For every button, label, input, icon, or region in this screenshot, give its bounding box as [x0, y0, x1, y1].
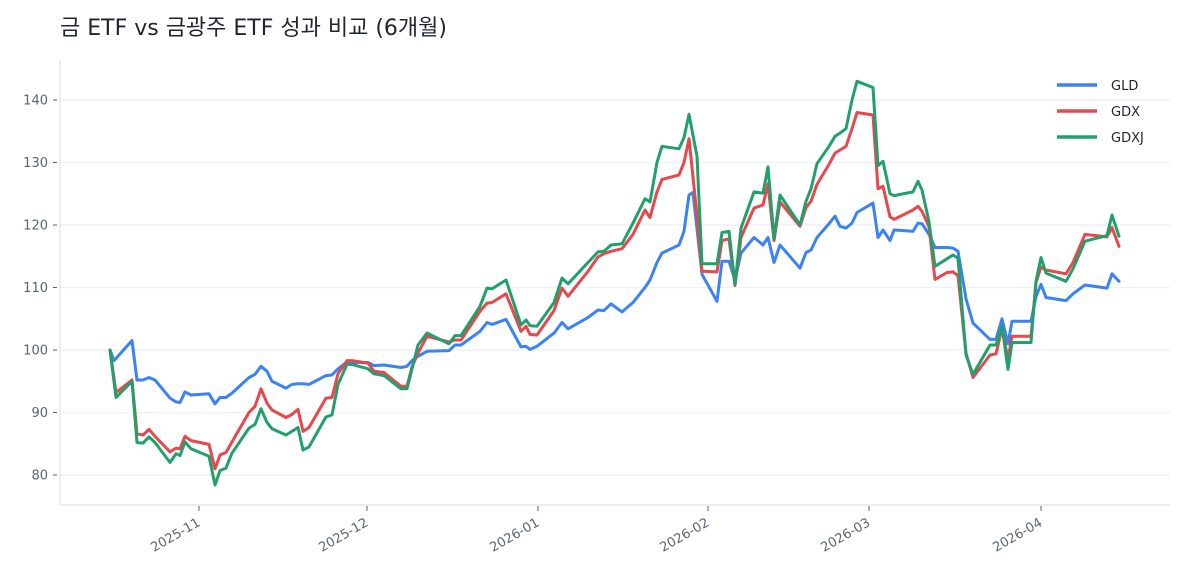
x-tick-label: 2026-01 — [487, 515, 542, 555]
x-tick-label: 2025-12 — [316, 515, 371, 555]
series-line-gld — [108, 191, 1121, 406]
series-lines — [108, 79, 1121, 487]
chart-title: 금 ETF vs 금광주 ETF 성과 비교 (6개월) — [60, 16, 447, 41]
y-tick-label: 100 — [23, 344, 48, 359]
y-tick-label: 140 — [23, 94, 48, 109]
legend: GLD GDX GDXJ — [1057, 79, 1144, 146]
x-tick-label: 2026-02 — [657, 515, 712, 555]
legend-label-gdx: GDX — [1111, 105, 1140, 120]
x-tick-label: 2026-03 — [818, 515, 873, 555]
y-tick-label: 130 — [23, 156, 48, 171]
legend-label-gld: GLD — [1111, 79, 1138, 94]
x-tick-label: 2026-04 — [990, 515, 1045, 555]
y-tick-label: 80 — [31, 469, 48, 484]
x-tick-label: 2025-11 — [148, 515, 203, 555]
series-line-gdxj — [108, 79, 1121, 487]
y-tick-label: 110 — [23, 281, 48, 296]
axes: 80 90 100 110 120 130 140 2025-11 2025-12 2026-01… — [23, 60, 1170, 556]
legend-label-gdxj: GDXJ — [1111, 131, 1144, 146]
series-line-gdx — [108, 111, 1121, 471]
y-tick-label: 90 — [31, 406, 48, 421]
y-tick-label: 120 — [23, 219, 48, 234]
gridlines — [60, 99, 1170, 476]
